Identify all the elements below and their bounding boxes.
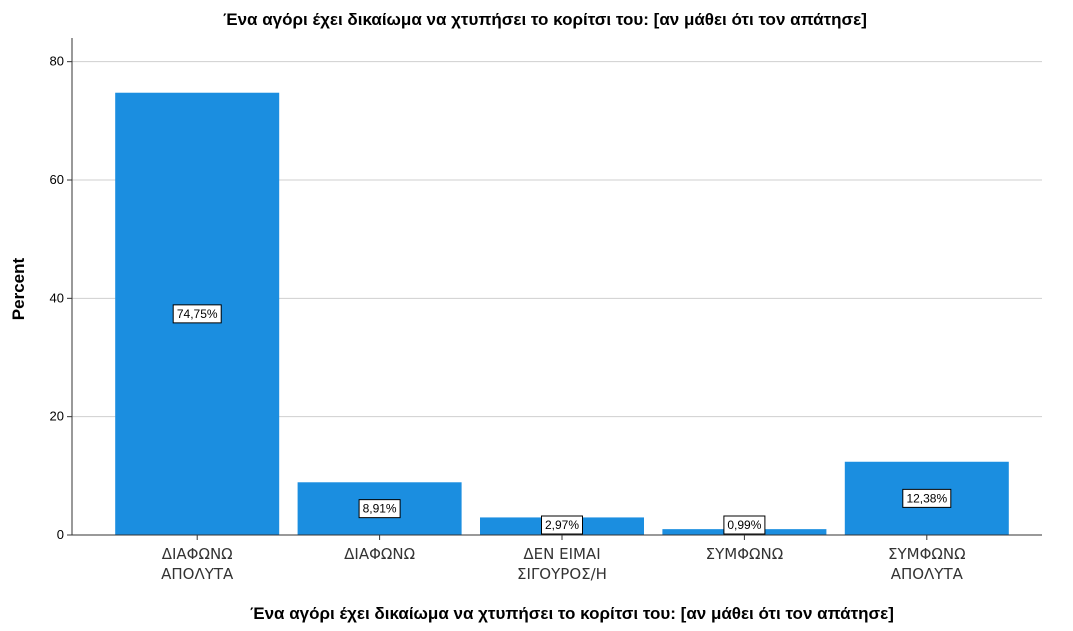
x-axis-title: Ένα αγόρι έχει δικαίωμα να χτυπήσει το κ…: [250, 604, 894, 623]
category-label: ΑΠΟΛΥΤΑ: [161, 565, 234, 583]
category-label: ΣΥΜΦΩΝΩ: [888, 545, 966, 563]
y-tick-label: 60: [50, 172, 64, 187]
bars: [115, 92, 1009, 536]
y-tick-label: 0: [57, 527, 64, 542]
category-label: ΔΕΝ ΕΙΜΑΙ: [523, 545, 600, 563]
data-label-box: [358, 499, 401, 519]
data-labels: 74,75% 8,91% 2,97% 0,99% 12,38%: [172, 304, 952, 535]
category-label: ΔΙΑΦΩΝΩ: [344, 545, 415, 563]
category-labels: ΔΙΑΦΩΝΩ ΑΠΟΛΥΤΑ ΔΙΑΦΩΝΩ ΔΕΝ ΕΙΜΑΙ ΣΙΓΟΥΡΟΣ/Η…: [161, 545, 965, 583]
data-label: 2,97%: [545, 518, 579, 532]
data-label-box: [541, 515, 583, 535]
data-label: 74,75%: [177, 307, 218, 321]
data-label-box: [172, 304, 222, 324]
y-tick-label: 20: [50, 409, 64, 424]
axes: 0 20 40 60 80: [50, 38, 1042, 542]
category-label: ΣΥΜΦΩΝΩ: [706, 545, 784, 563]
y-tick-label: 80: [50, 54, 64, 69]
data-label: 0,99%: [727, 518, 761, 532]
category-label: ΔΙΑΦΩΝΩ: [162, 545, 233, 563]
category-label: ΣΙΓΟΥΡΟΣ/Η: [517, 565, 607, 583]
data-label: 12,38%: [906, 491, 947, 505]
data-label: 8,91%: [363, 502, 397, 516]
y-axis-title: Percent: [9, 257, 28, 320]
data-label-box: [902, 488, 952, 508]
category-label: ΑΠΟΛΥΤΑ: [891, 565, 964, 583]
data-label-box: [723, 515, 766, 535]
y-tick-label: 40: [50, 290, 64, 305]
chart-title: Ένα αγόρι έχει δικαίωμα να χτυπήσει το κ…: [223, 10, 867, 29]
